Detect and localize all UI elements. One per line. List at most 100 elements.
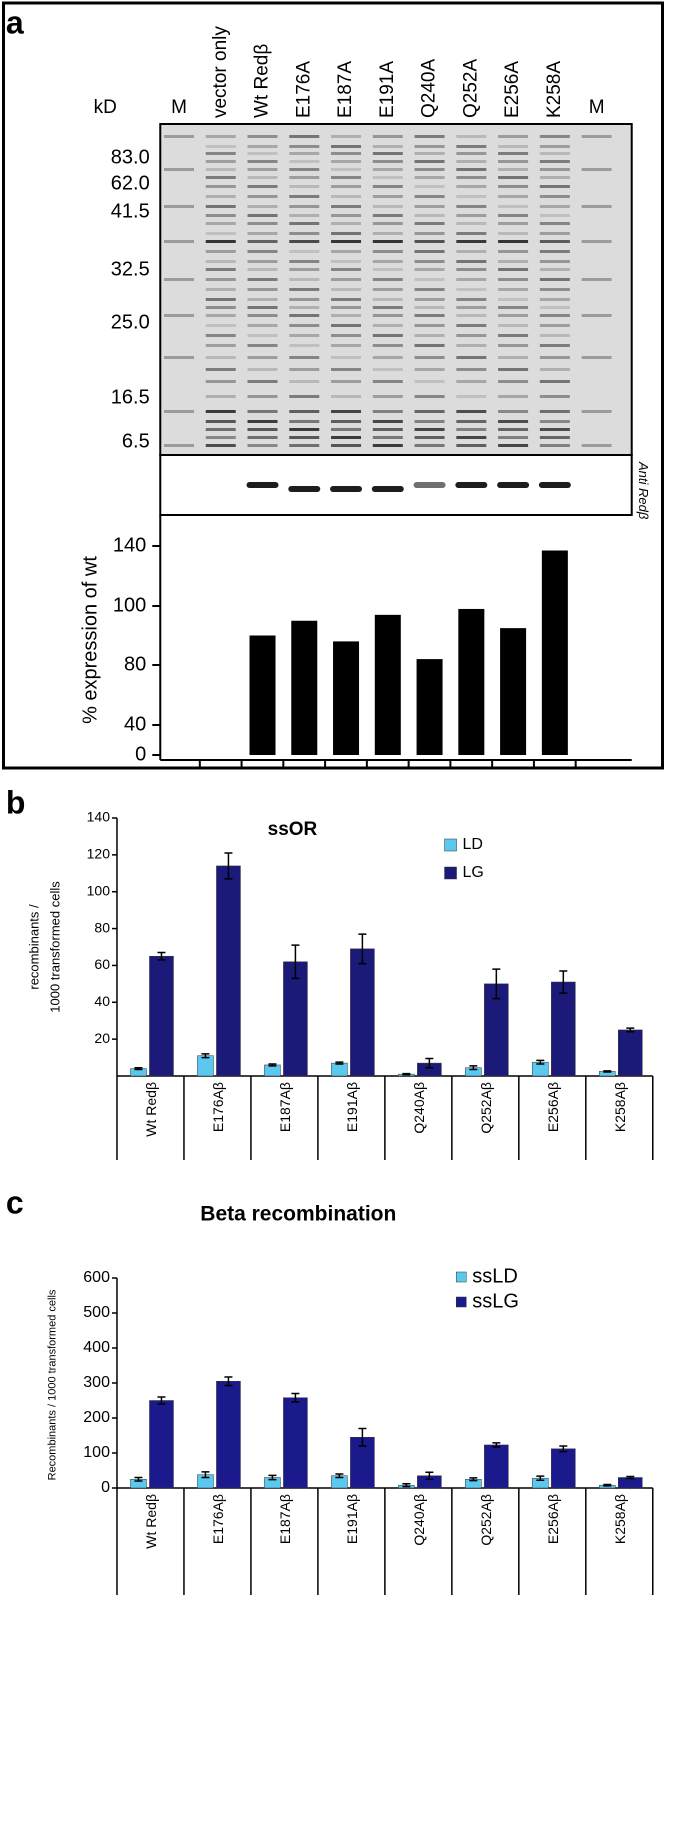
gel-band — [539, 240, 570, 243]
gel-band — [414, 152, 445, 155]
gel-band — [498, 232, 529, 235]
gel-band — [456, 334, 487, 337]
gel-band — [539, 298, 570, 301]
error-bar — [469, 1065, 478, 1071]
error-bar — [603, 1070, 612, 1073]
gel-band — [289, 298, 320, 301]
gel-band — [331, 145, 362, 148]
gel-band — [247, 410, 278, 413]
gel-band — [247, 176, 278, 179]
gel-band — [331, 135, 362, 138]
gel-band — [331, 380, 362, 383]
gel-band — [498, 135, 529, 138]
lane-label: E191A — [377, 61, 398, 118]
gel-band — [456, 288, 487, 291]
bar — [216, 865, 241, 1077]
gel-band — [539, 324, 570, 327]
gel-band — [539, 428, 570, 431]
gel-band — [581, 314, 612, 317]
y-axis-label: recombinants / — [27, 904, 42, 990]
gel-band — [456, 444, 487, 447]
gel-band — [331, 250, 362, 253]
gel-band — [331, 428, 362, 431]
gel-band — [456, 268, 487, 271]
lane-label: M — [171, 97, 187, 118]
gel-band — [372, 368, 403, 371]
gel-band — [247, 205, 278, 208]
gel-band — [372, 176, 403, 179]
gel-band — [289, 288, 320, 291]
gel-band — [331, 344, 362, 347]
gel-band — [163, 356, 194, 359]
gel-band — [289, 145, 320, 148]
bar — [458, 608, 485, 755]
gel-band — [498, 444, 529, 447]
gel-band — [331, 410, 362, 413]
gel-band — [331, 260, 362, 263]
gel-band — [456, 368, 487, 371]
x-tick-label: E191Aβ — [344, 1494, 360, 1544]
gel-band — [539, 356, 570, 359]
gel-band — [414, 205, 445, 208]
gel-band — [331, 152, 362, 155]
marker-label: 6.5 — [122, 430, 150, 452]
gel-band — [205, 152, 236, 155]
marker-label: 41.5 — [111, 200, 150, 222]
gel-band — [498, 314, 529, 317]
x-tick-label: Q240Aβ — [411, 1494, 427, 1546]
gel-band — [498, 250, 529, 253]
gel-band — [289, 428, 320, 431]
gel-band — [205, 145, 236, 148]
bar — [283, 961, 308, 1077]
gel-band — [498, 288, 529, 291]
gel-band — [498, 334, 529, 337]
gel-band — [205, 420, 236, 423]
gel-band — [205, 306, 236, 309]
bar — [484, 1444, 509, 1489]
gel-band — [539, 306, 570, 309]
gel-band — [456, 145, 487, 148]
gel-band — [205, 395, 236, 398]
gel-band — [247, 160, 278, 163]
x-tick-label: K258Aβ — [612, 1494, 628, 1544]
x-tick-label: Q252Aβ — [478, 1082, 494, 1134]
gel-band — [498, 176, 529, 179]
gel-band — [414, 395, 445, 398]
gel-band — [163, 205, 194, 208]
gel-band — [498, 268, 529, 271]
error-bar — [134, 1066, 143, 1071]
gel-band — [456, 232, 487, 235]
gel-band — [289, 240, 320, 243]
gel-band — [247, 195, 278, 198]
gel-band — [205, 195, 236, 198]
error-bar — [335, 1473, 344, 1479]
bar — [618, 1029, 643, 1077]
y-tick-label: 140 — [87, 809, 111, 825]
blot-band — [455, 482, 488, 488]
bar — [541, 550, 568, 755]
error-bar — [224, 852, 233, 880]
gel-band — [289, 410, 320, 413]
lane-label: E187A — [335, 61, 356, 118]
error-bar — [291, 1392, 300, 1403]
gel-band — [205, 436, 236, 439]
gel-band — [539, 168, 570, 171]
chart-title: ssOR — [268, 819, 318, 840]
gel-band — [205, 428, 236, 431]
gel-band — [247, 344, 278, 347]
gel-band — [498, 240, 529, 243]
gel-band — [247, 420, 278, 423]
gel-band — [456, 195, 487, 198]
gel-band — [539, 160, 570, 163]
lane-label: Q240A — [419, 59, 440, 118]
gel-band — [205, 298, 236, 301]
gel-band — [205, 232, 236, 235]
gel-band — [205, 222, 236, 225]
gel-band — [331, 420, 362, 423]
gel-band — [372, 436, 403, 439]
gel-band — [289, 222, 320, 225]
gel-band — [372, 306, 403, 309]
gel-band — [414, 306, 445, 309]
gel-band — [247, 185, 278, 188]
